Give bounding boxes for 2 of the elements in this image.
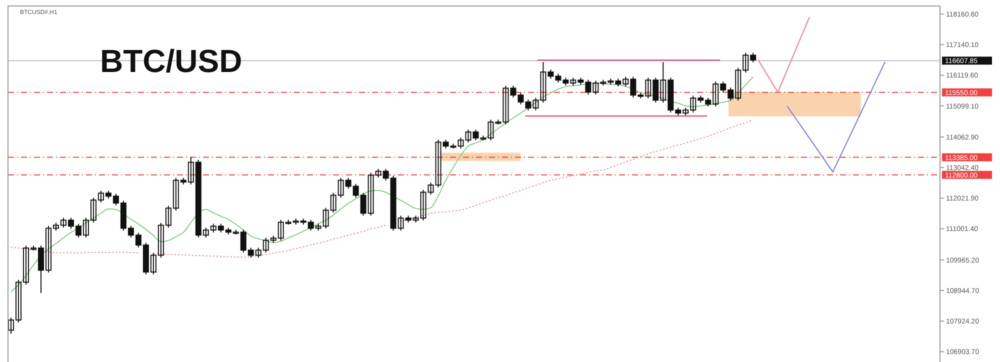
- line-series: [10, 76, 754, 292]
- text: BTC/USD: [100, 43, 242, 79]
